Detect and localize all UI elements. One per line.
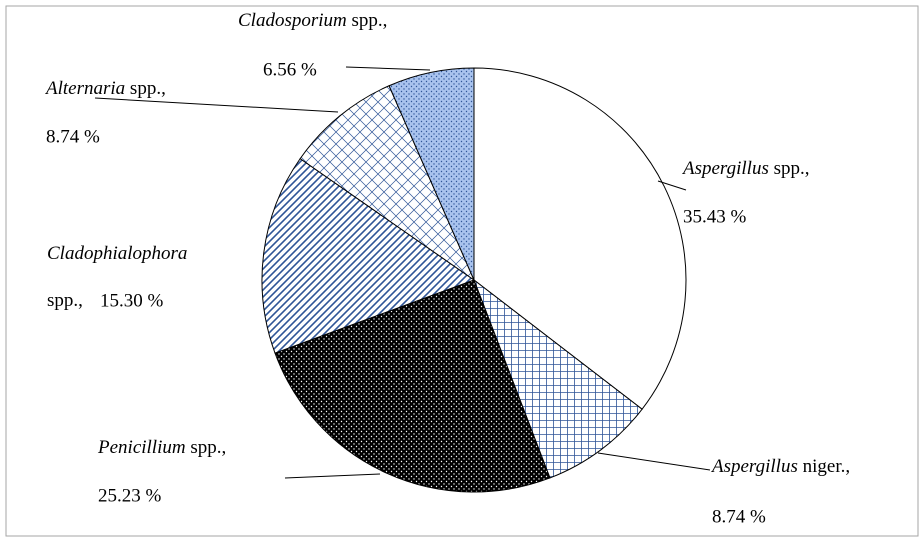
leader-line [94, 97, 339, 113]
value-label: 25.23 % [98, 485, 162, 506]
value-label: 6.56 % [263, 59, 317, 80]
pie-slice [473, 67, 687, 410]
leader-line [345, 66, 431, 71]
slice-label: Aspergillus niger., [710, 456, 850, 477]
leader-line [657, 180, 687, 191]
leader-line [284, 473, 381, 479]
slice-label: Cladosporium spp., [238, 10, 387, 31]
pie-slice [388, 67, 475, 281]
value-label: 8.74 % [712, 506, 766, 527]
pie-slice [261, 157, 476, 354]
value-label: 15.30 % [100, 290, 164, 311]
pie-slice [472, 278, 643, 479]
pie-slice [299, 85, 476, 282]
value-label: 8.74 % [46, 126, 100, 147]
slice-label: Aspergillus spp., [681, 158, 810, 179]
leader-line [597, 452, 711, 471]
slice-label: Cladophialophora spp., [47, 243, 187, 311]
slice-label: Penicillium spp., [97, 437, 226, 458]
slice-label: Alternaria spp., [44, 78, 166, 99]
value-label: 35.43 % [683, 206, 747, 227]
pie-slice [274, 279, 551, 493]
